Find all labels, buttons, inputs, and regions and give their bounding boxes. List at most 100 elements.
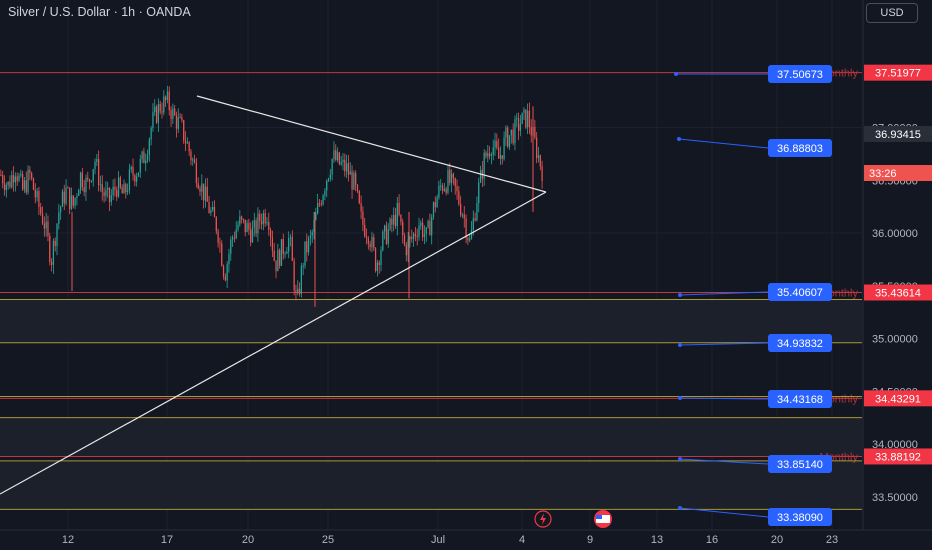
time-axis[interactable]: 12 17 20 25 Jul 4 9 13 16 20 23 <box>62 534 838 546</box>
candle-body <box>307 237 310 253</box>
candle-body <box>353 172 355 190</box>
candle-body <box>525 109 527 128</box>
candle-body <box>152 112 154 129</box>
candle-body <box>83 187 85 193</box>
lightning-icon <box>540 513 546 525</box>
candle-body <box>514 119 516 144</box>
candle-body <box>231 237 234 240</box>
candle-body <box>333 150 335 160</box>
candle-body <box>293 260 295 291</box>
monthly-price-label: 35.43614 <box>875 287 921 299</box>
candle-body <box>154 106 156 113</box>
price-axis[interactable]: 37.0000036.0000035.0000034.0000033.50000… <box>864 64 932 504</box>
candle-body <box>5 184 7 191</box>
candle-body <box>116 189 118 197</box>
trendline-lower[interactable] <box>0 191 547 495</box>
chart-title: Silver / U.S. Dollar · 1h · OANDA <box>8 5 191 19</box>
candle-body <box>369 243 371 248</box>
last-price-tag <box>864 126 932 142</box>
candle-body <box>161 111 163 113</box>
event-icons[interactable] <box>534 510 612 528</box>
candle-body <box>155 106 158 123</box>
candle-body <box>259 213 261 222</box>
candle-body <box>414 233 417 237</box>
callout-label: 33.38090 <box>777 512 823 524</box>
candle-body <box>21 173 24 190</box>
candle-body <box>212 206 214 211</box>
candle-body <box>130 166 132 170</box>
callout-label: 36.88803 <box>777 143 823 155</box>
candle-body <box>88 179 91 182</box>
candle-body <box>487 153 489 157</box>
candle-body <box>537 155 540 159</box>
candle-body <box>54 240 56 246</box>
candle-body <box>139 159 141 173</box>
candle-body <box>501 155 503 159</box>
candle-body <box>12 175 15 183</box>
candle-body <box>512 129 514 144</box>
candle-body <box>403 235 406 245</box>
candle-body <box>170 110 172 120</box>
candle-body <box>329 174 331 179</box>
candle-body <box>241 216 243 220</box>
candle-body <box>530 126 532 136</box>
x-tick-label: 23 <box>826 534 838 546</box>
candle-body <box>358 191 360 204</box>
candle-body <box>201 183 203 192</box>
candle-body <box>454 178 456 187</box>
candle-body <box>248 223 250 230</box>
candle-body <box>121 187 123 194</box>
candles <box>0 85 543 307</box>
candle-body <box>389 218 391 230</box>
trendlines[interactable] <box>0 95 547 495</box>
candle-body <box>405 244 407 256</box>
candle-body <box>539 155 541 167</box>
candle-body <box>335 150 337 160</box>
candle-body <box>250 229 252 243</box>
candle-body <box>297 288 299 294</box>
candle-body <box>195 162 198 184</box>
candle-body <box>521 112 523 125</box>
candle-body <box>78 190 80 196</box>
candle-body <box>221 243 223 266</box>
trendline-upper[interactable] <box>196 95 547 193</box>
candle-body <box>192 159 194 161</box>
candle-body <box>20 173 22 176</box>
countdown-tag <box>864 165 932 181</box>
candle-body <box>79 172 82 191</box>
candle-body <box>136 176 138 182</box>
candle-body <box>72 195 74 206</box>
candle-body <box>458 191 460 205</box>
candle-body <box>183 120 185 141</box>
candle-body <box>260 221 263 225</box>
candle-body <box>114 186 116 190</box>
candle-body <box>490 154 493 157</box>
x-tick-label: 20 <box>242 534 254 546</box>
candle-body <box>412 233 415 239</box>
candle-body <box>31 172 33 179</box>
candle-body <box>391 218 393 225</box>
candle-body <box>14 176 17 183</box>
candle-body <box>318 203 321 205</box>
candle-body <box>355 172 357 185</box>
candle-body <box>483 152 485 179</box>
candle-body <box>166 91 169 101</box>
candle-body <box>304 241 306 266</box>
candle-body <box>81 172 83 188</box>
candle-body <box>190 151 192 161</box>
candle-body <box>87 177 89 180</box>
candle-body <box>132 166 134 176</box>
last-price-label: 36.93415 <box>875 129 921 141</box>
candle-body <box>362 211 364 225</box>
candle-body <box>34 189 36 198</box>
candle-body <box>291 237 293 261</box>
candle-body <box>302 265 304 267</box>
candle-body <box>168 91 170 111</box>
candle-body <box>148 139 150 155</box>
candle-body <box>56 223 58 246</box>
candle-body <box>269 229 272 238</box>
currency-button[interactable]: USD <box>866 3 918 23</box>
candle-body <box>110 195 112 202</box>
candle-body <box>219 242 221 244</box>
